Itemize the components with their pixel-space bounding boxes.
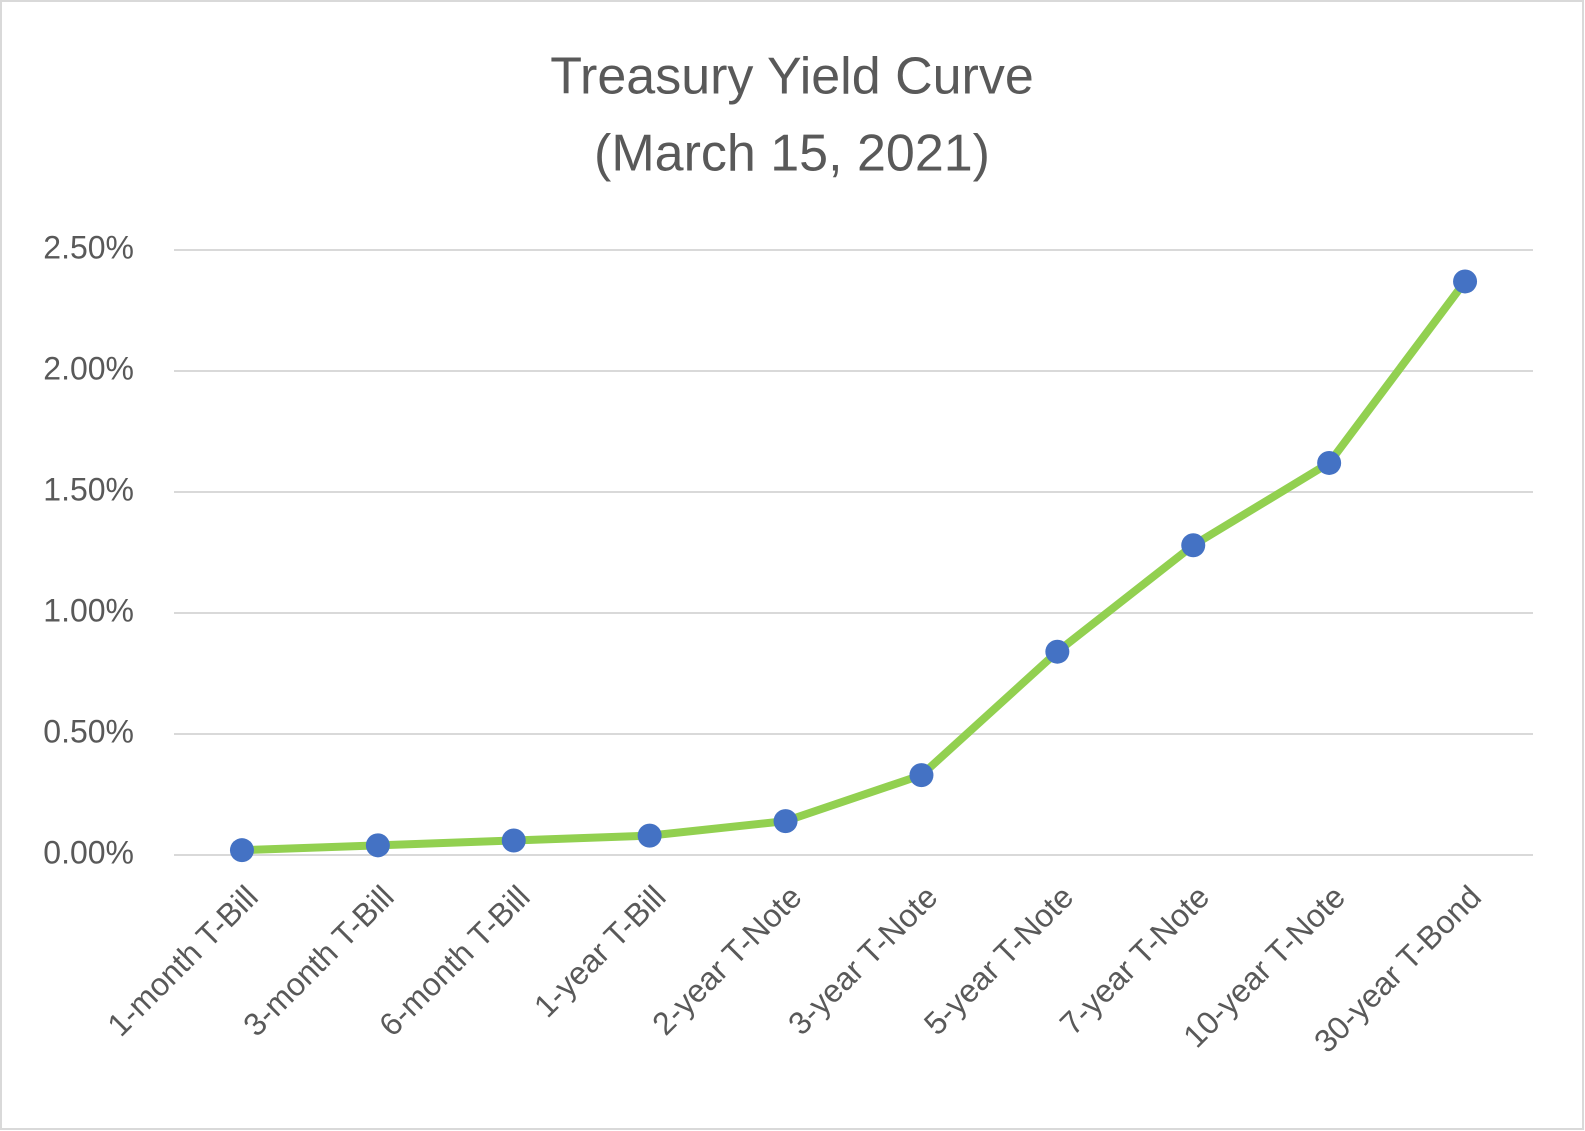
data-point — [1181, 533, 1206, 558]
data-point — [637, 823, 662, 848]
data-point — [1317, 450, 1342, 475]
series-line — [237, 277, 1470, 855]
y-tick-label: 0.50% — [43, 713, 134, 749]
y-tick-label: 1.50% — [43, 471, 134, 507]
chart-title: Treasury Yield Curve — [550, 48, 1034, 106]
y-tick-label: 2.00% — [43, 350, 134, 386]
data-point — [1453, 269, 1478, 294]
y-tick-label: 0.00% — [43, 834, 134, 870]
y-tick-label: 2.50% — [43, 229, 134, 265]
data-point — [501, 828, 526, 853]
y-tick-label: 1.00% — [43, 592, 134, 628]
data-point — [229, 838, 254, 863]
chart-subtitle: (March 15, 2021) — [594, 125, 990, 183]
data-point — [365, 833, 390, 858]
data-point — [1045, 639, 1070, 664]
data-point — [773, 809, 798, 834]
data-point — [909, 763, 934, 788]
